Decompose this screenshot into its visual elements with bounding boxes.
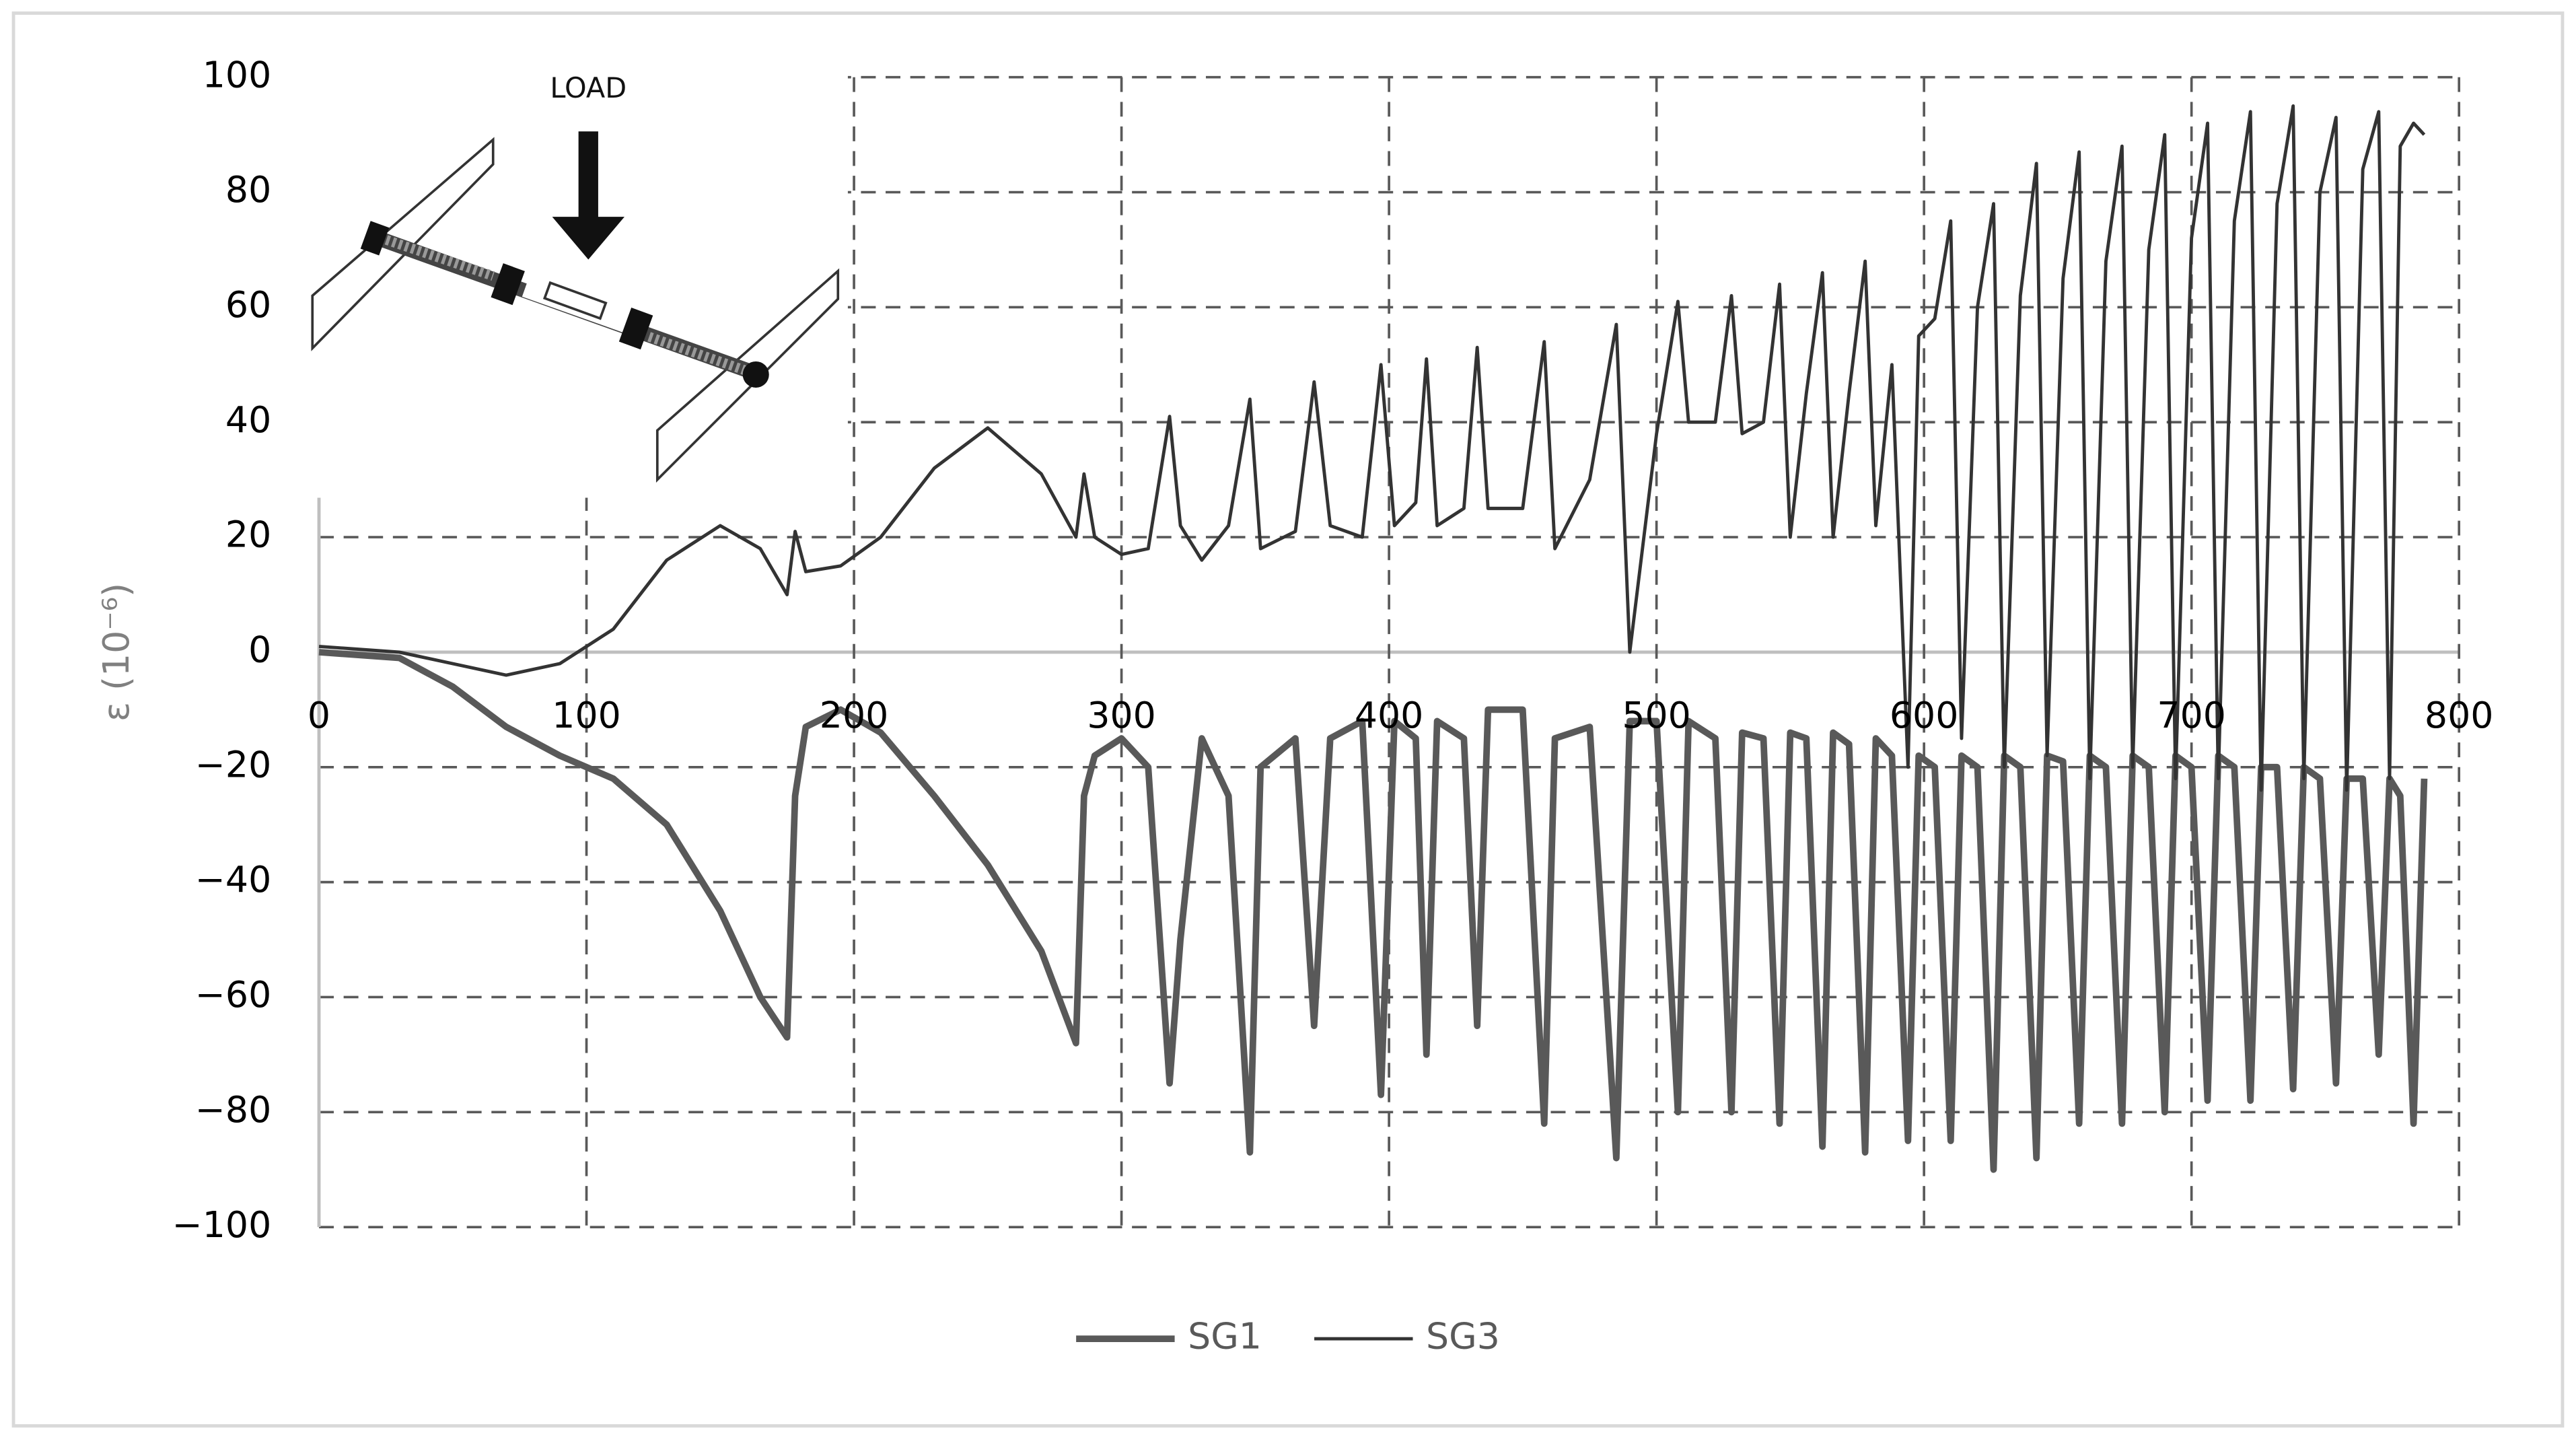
y-tick-label: 80 [225,168,271,211]
x-tick-label: 800 [2425,694,2493,736]
load-arrow-head [552,217,624,260]
strain-gauge [542,281,608,320]
x-tick-label: 400 [1355,694,1423,736]
y-tick-label: −80 [195,1088,271,1131]
load-arrow-shaft [578,131,598,222]
series-line [318,104,2426,792]
y-tick-label: 20 [225,514,271,556]
gauge-body [522,275,632,333]
x-tick-label: 700 [2157,694,2225,736]
thread-left [384,235,495,281]
nut [491,263,525,306]
inset-diagram: LOAD [295,46,848,498]
x-tick-label: 500 [1622,694,1690,736]
y-tick-label: 60 [225,283,271,326]
nut [742,361,769,388]
legend-label: SG3 [1426,1315,1500,1358]
y-tick-label: −40 [195,858,271,901]
thread-right [647,332,750,376]
legend-label: SG1 [1188,1315,1262,1358]
legend: SG1 SG3 [1076,1315,1500,1358]
y-tick-label: 0 [248,629,271,671]
y-axis-label: ε (10⁻⁶) [95,583,137,722]
x-tick-label: 0 [308,694,330,736]
x-tick-label: 100 [552,694,620,736]
x-tick-label: 600 [1890,694,1958,736]
y-tick-label: −100 [172,1203,271,1246]
annotation: LOAD [550,71,627,104]
y-tick-label: 100 [203,53,271,96]
y-tick-label: −60 [195,973,271,1016]
y-tick-label: 40 [225,398,271,441]
tick-labels: −100 −80 −60 −40 −20 0 20 40 60 80 100 0 100 200 300 40… [172,53,2494,1245]
lines [318,104,2428,1173]
x-tick-label: 200 [820,694,888,736]
nut [618,308,653,350]
y-tick-label: −20 [195,743,271,785]
series-line [318,649,2428,1173]
nut [360,221,390,256]
x-tick-label: 300 [1087,694,1155,736]
